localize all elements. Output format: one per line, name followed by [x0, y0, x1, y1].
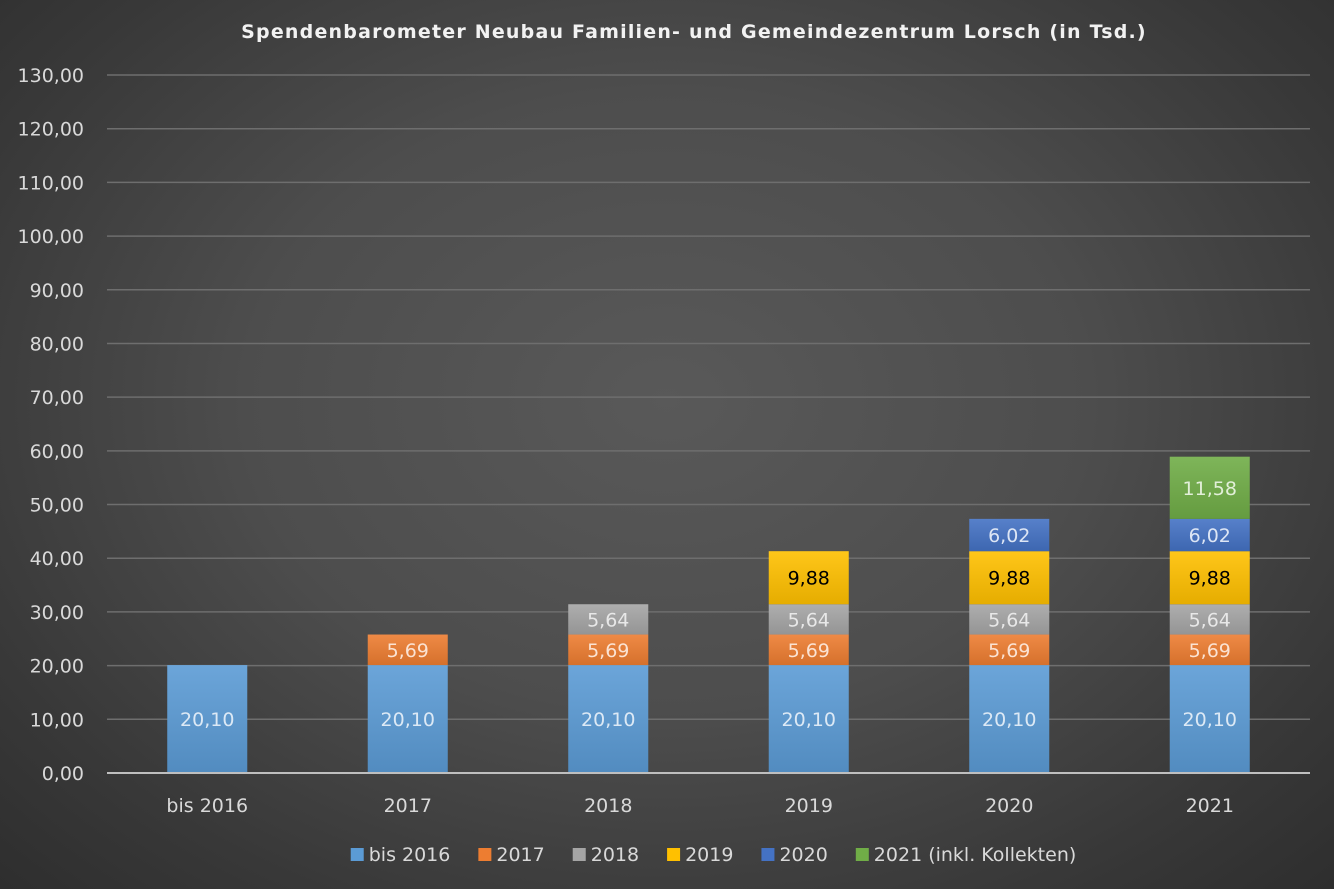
bar-segment-shading — [367, 634, 448, 666]
data-label: 9,88 — [788, 568, 830, 590]
bar-stack: 20,10 5,69 5,64 — [568, 604, 649, 773]
y-tick-label: 60,00 — [30, 441, 84, 463]
x-tick-label: 2019 — [785, 795, 833, 817]
data-label: 5,69 — [788, 640, 830, 662]
legend-item: 2017 — [478, 844, 545, 866]
legend-label: 2017 — [496, 844, 544, 866]
data-label: 9,88 — [1189, 568, 1231, 590]
data-label: 20,10 — [581, 709, 635, 731]
legend-swatch — [761, 848, 775, 861]
y-tick-label: 70,00 — [30, 387, 84, 409]
data-label: 11,58 — [1183, 478, 1237, 500]
data-label: 20,10 — [782, 709, 836, 731]
data-label: 6,02 — [1189, 525, 1231, 547]
legend-label: 2020 — [779, 844, 827, 866]
bar-segment-shading — [1169, 518, 1250, 552]
chart-title: Spendenbarometer Neubau Familien- und Ge… — [241, 21, 1147, 43]
bar-segment-shading — [1169, 665, 1250, 773]
legend-label: bis 2016 — [369, 844, 451, 866]
bar-segment-shading — [1169, 551, 1250, 605]
data-label: 6,02 — [988, 525, 1030, 547]
y-tick-label: 120,00 — [18, 119, 84, 141]
y-tick-label: 20,00 — [30, 656, 84, 678]
x-axis: bis 2016 2017 2018 2019 2020 2021 — [166, 795, 1234, 817]
legend-item: 2018 — [572, 844, 639, 866]
data-label: 20,10 — [982, 709, 1036, 731]
y-tick-label: 90,00 — [30, 280, 84, 302]
data-label: 5,64 — [988, 609, 1030, 631]
x-tick-label: 2017 — [384, 795, 432, 817]
bar-segment-shading — [568, 665, 649, 773]
data-label: 20,10 — [1183, 709, 1237, 731]
y-tick-label: 0,00 — [42, 763, 84, 785]
data-label: 5,64 — [587, 609, 629, 631]
legend-item: 2021 (inkl. Kollekten) — [855, 844, 1076, 866]
bar-segment-shading — [1169, 456, 1250, 519]
legend: bis 2016 2017 2018 2019 2020 2021 (inkl. Koll… — [350, 844, 1076, 866]
data-label: 9,88 — [988, 568, 1030, 590]
x-tick-label: bis 2016 — [166, 795, 248, 817]
bar-segment-shading — [167, 665, 248, 773]
bar-stack: 20,10 — [167, 665, 248, 773]
legend-label: 2018 — [591, 844, 639, 866]
y-tick-label: 40,00 — [30, 548, 84, 570]
bar-segment-shading — [969, 634, 1050, 666]
legend-swatch — [350, 848, 364, 861]
bar-stack: 20,10 5,69 — [367, 634, 448, 773]
bar-segment-shading — [768, 551, 849, 605]
bar-segment-shading — [969, 551, 1050, 605]
bar-segment-shading — [768, 604, 849, 635]
legend-item: 2019 — [667, 844, 733, 866]
y-tick-label: 110,00 — [18, 172, 84, 194]
data-label: 20,10 — [180, 709, 234, 731]
y-tick-label: 130,00 — [18, 65, 84, 87]
y-tick-label: 80,00 — [30, 333, 84, 355]
y-tick-label: 100,00 — [18, 226, 84, 248]
x-tick-label: 2020 — [985, 795, 1033, 817]
data-label: 5,69 — [988, 640, 1030, 662]
legend-item: 2020 — [761, 844, 828, 866]
x-tick-label: 2018 — [584, 795, 632, 817]
bar-segment-shading — [367, 665, 448, 773]
y-tick-label: 10,00 — [30, 709, 84, 731]
bar-segment-shading — [568, 604, 649, 635]
bar-stack: 20,10 5,69 5,64 9,88 — [768, 551, 849, 773]
legend-swatch — [667, 848, 681, 861]
bar-stack: 20,10 5,69 5,64 9,88 6,02 — [969, 518, 1050, 773]
bar-segment-shading — [969, 604, 1050, 635]
x-tick-label: 2021 — [1186, 795, 1234, 817]
bar-segment-shading — [1169, 634, 1250, 666]
legend-item: bis 2016 — [350, 844, 451, 866]
data-label: 5,69 — [587, 640, 629, 662]
legend-swatch — [855, 848, 869, 861]
bar-segment-shading — [768, 665, 849, 773]
data-label: 5,64 — [1189, 609, 1231, 631]
bar-segment-shading — [969, 518, 1050, 552]
legend-label: 2019 — [685, 844, 733, 866]
bar-stack: 20,10 5,69 5,64 9,88 6,02 11,58 — [1169, 456, 1250, 773]
bar-segment-shading — [568, 634, 649, 666]
bar-segment-shading — [1169, 604, 1250, 635]
legend-swatch — [478, 848, 492, 861]
data-label: 5,69 — [1189, 640, 1231, 662]
legend-swatch — [572, 848, 586, 861]
y-tick-label: 50,00 — [30, 495, 84, 517]
bar-segment-shading — [768, 634, 849, 666]
bars: 20,10 20,10 5,69 20,10 5,69 5,64 20,10 5,69 5,64… — [167, 456, 1250, 773]
y-axis: 0,00 10,00 20,00 30,00 40,00 50,00 60,00 70,00 8… — [18, 65, 84, 785]
legend-label: 2021 (inkl. Kollekten) — [874, 844, 1076, 866]
y-tick-label: 30,00 — [30, 602, 84, 624]
bar-segment-shading — [969, 665, 1050, 773]
data-label: 5,64 — [788, 609, 830, 631]
data-label: 20,10 — [381, 709, 435, 731]
data-label: 5,69 — [387, 640, 429, 662]
gridlines — [107, 74, 1310, 721]
